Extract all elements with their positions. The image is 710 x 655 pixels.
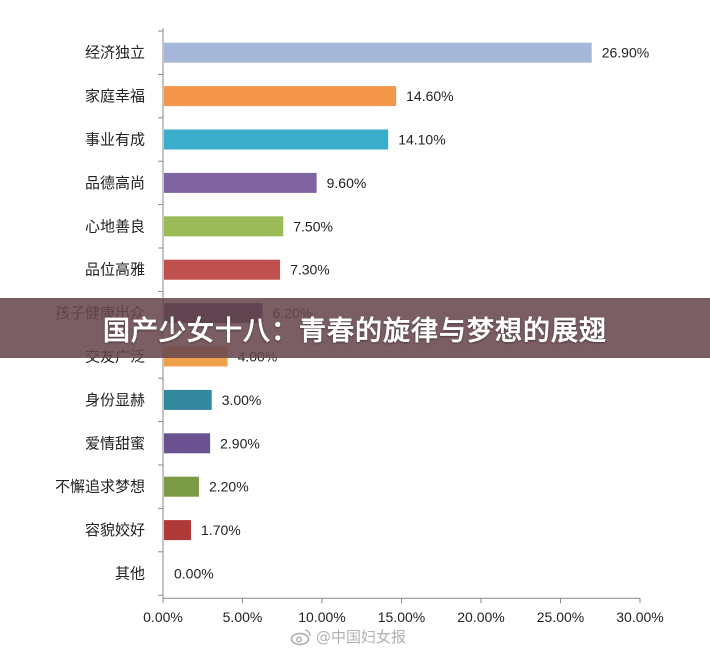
x-tick-label: 15.00% bbox=[378, 609, 425, 625]
data-label: 7.50% bbox=[293, 218, 333, 234]
watermark: @中国妇女报 bbox=[290, 626, 406, 647]
x-tick-label: 0.00% bbox=[143, 609, 183, 625]
data-label: 0.00% bbox=[174, 566, 214, 582]
x-tick-label: 20.00% bbox=[457, 609, 504, 625]
bar bbox=[164, 129, 389, 150]
x-tick-label: 10.00% bbox=[298, 609, 345, 625]
data-label: 9.60% bbox=[327, 175, 367, 191]
bar bbox=[164, 86, 397, 107]
bar bbox=[164, 389, 212, 410]
title-banner: 国产少女十八：青春的旋律与梦想的展翅 bbox=[0, 298, 710, 358]
category-label: 品德高尚 bbox=[85, 174, 145, 192]
data-label: 1.70% bbox=[201, 522, 241, 538]
data-label: 2.20% bbox=[209, 479, 249, 495]
data-label: 26.90% bbox=[602, 45, 649, 61]
bar bbox=[164, 476, 199, 497]
weibo-icon bbox=[290, 628, 311, 645]
x-tick-label: 25.00% bbox=[537, 609, 584, 625]
category-label: 不懈追求梦想 bbox=[55, 478, 145, 496]
x-tick-label: 30.00% bbox=[616, 609, 663, 625]
watermark-text: @中国妇女报 bbox=[316, 628, 407, 646]
category-label: 其他 bbox=[115, 565, 145, 583]
bar bbox=[164, 172, 317, 193]
category-label: 事业有成 bbox=[85, 131, 145, 149]
data-label: 14.10% bbox=[398, 132, 445, 148]
data-label: 14.60% bbox=[406, 88, 453, 104]
x-tick-label: 5.00% bbox=[223, 609, 263, 625]
category-label: 经济独立 bbox=[85, 44, 145, 62]
data-label: 3.00% bbox=[222, 392, 262, 408]
category-label: 身份显赫 bbox=[85, 391, 145, 409]
data-label: 7.30% bbox=[290, 262, 330, 278]
category-label: 心地善良 bbox=[85, 217, 145, 235]
bar bbox=[164, 216, 284, 237]
bar bbox=[164, 259, 281, 280]
data-label: 2.90% bbox=[220, 435, 260, 451]
bar bbox=[164, 42, 592, 63]
category-label: 家庭幸福 bbox=[85, 87, 145, 105]
category-label: 容貌姣好 bbox=[85, 521, 145, 539]
banner-title: 国产少女十八：青春的旋律与梦想的展翅 bbox=[103, 315, 607, 347]
bar bbox=[164, 433, 211, 454]
bar bbox=[164, 520, 192, 541]
category-label: 爱情甜蜜 bbox=[85, 434, 145, 452]
category-label: 品位高雅 bbox=[85, 261, 145, 279]
